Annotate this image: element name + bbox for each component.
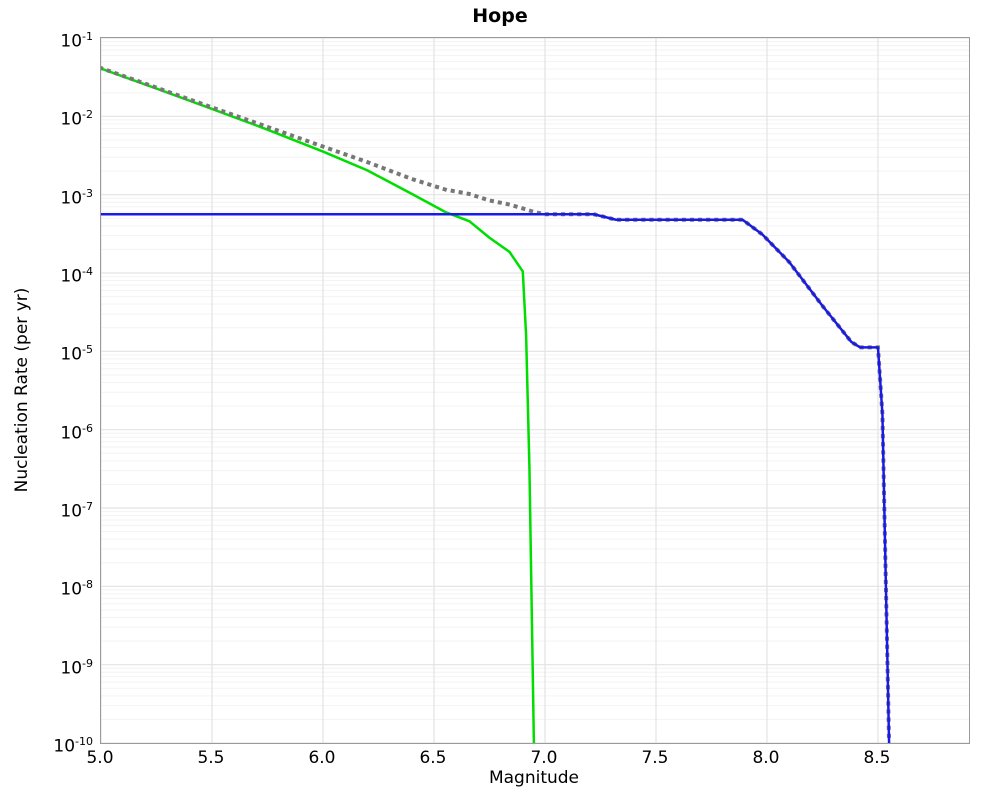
x-tick-label-0: 5.0 xyxy=(86,748,114,768)
chart-canvas xyxy=(101,38,969,743)
y-tick-label-1: 10-2 xyxy=(60,108,93,130)
series-blue-line xyxy=(101,213,891,743)
y-tick-label-5: 10-6 xyxy=(60,421,93,444)
y-tick-label-3: 10-4 xyxy=(60,265,93,287)
chart-title: Hope xyxy=(472,5,528,27)
x-tick-label-5: 7.5 xyxy=(641,748,669,768)
y-tick-label-4: 10-5 xyxy=(60,343,93,365)
x-axis-label: Magnitude xyxy=(488,768,580,788)
x-tick-label-1: 5.5 xyxy=(197,748,225,768)
y-tick-label-0: 10-1 xyxy=(60,30,93,52)
y-axis-label: Nucleation Rate (per yr) xyxy=(12,287,32,493)
y-tick-label-9: 10-10 xyxy=(53,735,93,757)
x-tick-label-4: 7.0 xyxy=(530,748,558,768)
series-gray-dotted-line xyxy=(101,65,892,743)
y-tick-label-8: 10-9 xyxy=(60,656,93,679)
y-tick-label-6: 10-7 xyxy=(60,500,93,522)
y-tick-label-2: 10-3 xyxy=(60,186,93,209)
x-tick-label-7: 8.5 xyxy=(863,748,891,768)
x-tick-label-3: 6.5 xyxy=(419,748,447,768)
x-tick-label-2: 6.0 xyxy=(308,748,336,768)
plot-area xyxy=(100,37,970,744)
x-tick-label-6: 8.0 xyxy=(752,748,780,768)
y-tick-label-7: 10-8 xyxy=(60,578,93,600)
